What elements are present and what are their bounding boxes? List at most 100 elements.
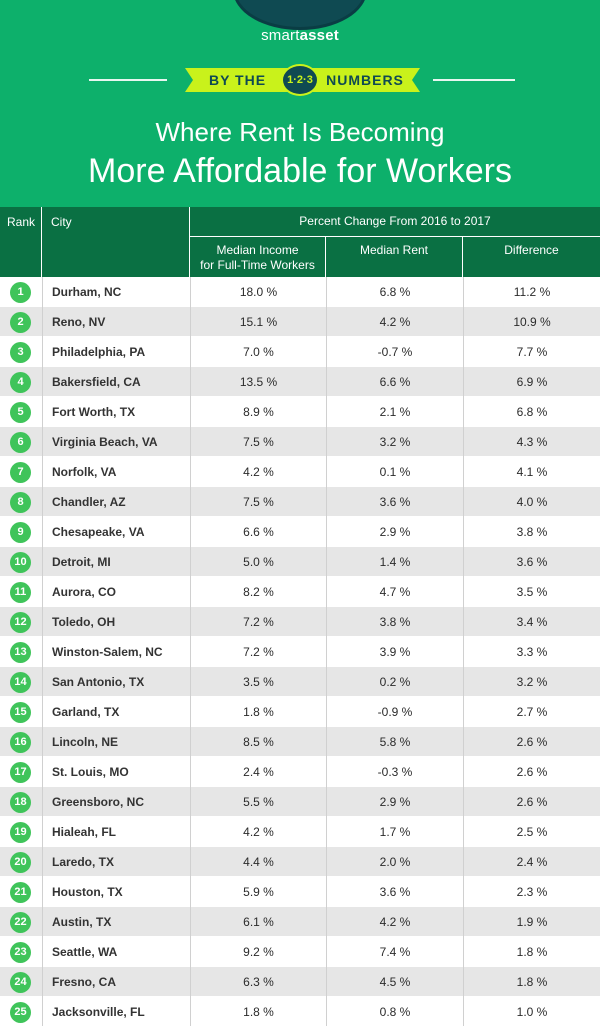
difference-cell: 4.3 % (463, 427, 600, 457)
header-median-rent: Median Rent (326, 237, 463, 277)
table-row: 13 Winston-Salem, NC 7.2 % 3.9 % 3.3 % (0, 637, 600, 667)
rank-badge: 5 (10, 402, 31, 423)
rent-cell: 2.9 % (326, 787, 463, 817)
difference-cell: 1.8 % (463, 967, 600, 997)
city-cell: Bakersfield, CA (42, 367, 190, 397)
difference-cell: 3.2 % (463, 667, 600, 697)
city-cell: Virginia Beach, VA (42, 427, 190, 457)
difference-cell: 7.7 % (463, 337, 600, 367)
rent-cell: 3.6 % (326, 877, 463, 907)
rent-cell: 0.2 % (326, 667, 463, 697)
logo-text-asset: asset (299, 27, 339, 44)
ribbon-right: NUMBERS (310, 68, 420, 92)
table-body: 1 Durham, NC 18.0 % 6.8 % 11.2 % 2 Reno, NV 15.… (0, 277, 600, 1026)
page-title-line1: Where Rent Is Becoming (155, 117, 445, 147)
rank-cell: 5 (0, 397, 42, 427)
difference-cell: 3.8 % (463, 517, 600, 547)
table-row: 1 Durham, NC 18.0 % 6.8 % 11.2 % (0, 277, 600, 307)
income-cell: 4.2 % (190, 457, 326, 487)
rent-cell: 7.4 % (326, 937, 463, 967)
city-cell: Fort Worth, TX (42, 397, 190, 427)
rank-cell: 8 (0, 487, 42, 517)
rent-cell: 1.7 % (326, 817, 463, 847)
difference-cell: 10.9 % (463, 307, 600, 337)
by-the-numbers-banner: BY THE NUMBERS 1·2·3 (0, 64, 600, 96)
rank-cell: 4 (0, 367, 42, 397)
income-cell: 8.9 % (190, 397, 326, 427)
income-cell: 2.4 % (190, 757, 326, 787)
difference-cell: 1.0 % (463, 997, 600, 1026)
city-cell: Philadelphia, PA (42, 337, 190, 367)
city-cell: St. Louis, MO (42, 757, 190, 787)
city-cell: Norfolk, VA (42, 457, 190, 487)
rank-cell: 21 (0, 877, 42, 907)
header-median-income-line1: Median Income (216, 243, 299, 257)
rank-badge: 19 (10, 822, 31, 843)
rank-cell: 14 (0, 667, 42, 697)
table-row: 2 Reno, NV 15.1 % 4.2 % 10.9 % (0, 307, 600, 337)
table-row: 10 Detroit, MI 5.0 % 1.4 % 3.6 % (0, 547, 600, 577)
income-cell: 6.1 % (190, 907, 326, 937)
income-cell: 1.8 % (190, 697, 326, 727)
city-cell: Chandler, AZ (42, 487, 190, 517)
difference-cell: 3.3 % (463, 637, 600, 667)
table-row: 6 Virginia Beach, VA 7.5 % 3.2 % 4.3 % (0, 427, 600, 457)
header-banner: smartasset BY THE NUMBERS 1·2·3 Where Re… (0, 0, 600, 207)
city-cell: Laredo, TX (42, 847, 190, 877)
rent-cell: 6.8 % (326, 277, 463, 307)
table-row: 17 St. Louis, MO 2.4 % -0.3 % 2.6 % (0, 757, 600, 787)
city-cell: Greensboro, NC (42, 787, 190, 817)
income-cell: 18.0 % (190, 277, 326, 307)
city-cell: Hialeah, FL (42, 817, 190, 847)
rank-cell: 22 (0, 907, 42, 937)
difference-cell: 2.3 % (463, 877, 600, 907)
rank-badge: 8 (10, 492, 31, 513)
table-row: 3 Philadelphia, PA 7.0 % -0.7 % 7.7 % (0, 337, 600, 367)
table-row: 15 Garland, TX 1.8 % -0.9 % 2.7 % (0, 697, 600, 727)
header-percent-change: Percent Change From 2016 to 2017 (190, 207, 600, 237)
divider-line-right (433, 79, 515, 81)
rank-cell: 11 (0, 577, 42, 607)
table-row: 7 Norfolk, VA 4.2 % 0.1 % 4.1 % (0, 457, 600, 487)
rent-cell: 2.0 % (326, 847, 463, 877)
header-city: City (42, 207, 190, 277)
rank-badge: 3 (10, 342, 31, 363)
rank-badge: 13 (10, 642, 31, 663)
rank-cell: 1 (0, 277, 42, 307)
logo-text-smart: smart (261, 27, 300, 44)
table-header: Rank City Percent Change From 2016 to 20… (0, 207, 600, 277)
table-row: 5 Fort Worth, TX 8.9 % 2.1 % 6.8 % (0, 397, 600, 427)
rank-cell: 18 (0, 787, 42, 817)
rank-badge: 4 (10, 372, 31, 393)
table-row: 16 Lincoln, NE 8.5 % 5.8 % 2.6 % (0, 727, 600, 757)
table-row: 11 Aurora, CO 8.2 % 4.7 % 3.5 % (0, 577, 600, 607)
difference-cell: 1.8 % (463, 937, 600, 967)
rank-cell: 20 (0, 847, 42, 877)
income-cell: 7.0 % (190, 337, 326, 367)
rent-cell: 1.4 % (326, 547, 463, 577)
rank-cell: 25 (0, 997, 42, 1026)
rank-badge: 10 (10, 552, 31, 573)
rent-cell: 4.5 % (326, 967, 463, 997)
rank-badge: 22 (10, 912, 31, 933)
numbers-badge: 1·2·3 (281, 64, 319, 96)
city-cell: Toledo, OH (42, 607, 190, 637)
income-cell: 7.2 % (190, 607, 326, 637)
income-cell: 8.2 % (190, 577, 326, 607)
rank-cell: 3 (0, 337, 42, 367)
table-row: 21 Houston, TX 5.9 % 3.6 % 2.3 % (0, 877, 600, 907)
rent-cell: 2.1 % (326, 397, 463, 427)
rank-cell: 17 (0, 757, 42, 787)
income-cell: 3.5 % (190, 667, 326, 697)
difference-cell: 6.8 % (463, 397, 600, 427)
difference-cell: 2.6 % (463, 727, 600, 757)
table-row: 25 Jacksonville, FL 1.8 % 0.8 % 1.0 % (0, 997, 600, 1026)
rent-cell: 3.8 % (326, 607, 463, 637)
income-cell: 8.5 % (190, 727, 326, 757)
difference-cell: 3.6 % (463, 547, 600, 577)
income-cell: 9.2 % (190, 937, 326, 967)
rent-cell: 4.2 % (326, 907, 463, 937)
rank-cell: 13 (0, 637, 42, 667)
city-cell: Austin, TX (42, 907, 190, 937)
rent-cell: -0.7 % (326, 337, 463, 367)
